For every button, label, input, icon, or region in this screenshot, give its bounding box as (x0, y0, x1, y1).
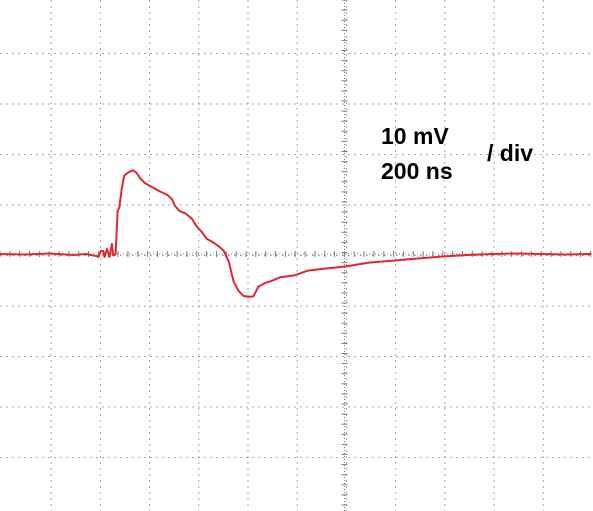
trace-layer (0, 169, 592, 298)
per-div-label: / div (487, 140, 534, 166)
signal-trace (0, 169, 592, 298)
time-per-div-label: 200 ns (381, 158, 453, 184)
volts-per-div-label: 10 mV (381, 123, 449, 149)
